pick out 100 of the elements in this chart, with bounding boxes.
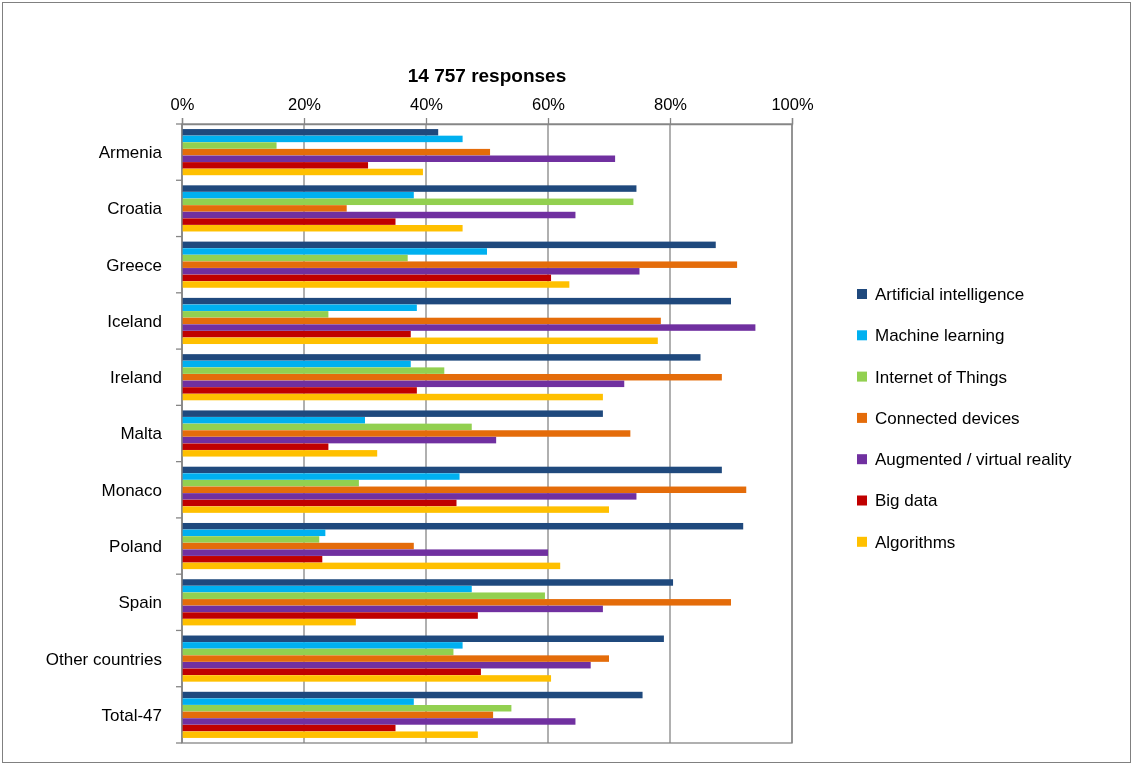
bar xyxy=(182,330,411,338)
y-tick-label: Armenia xyxy=(98,143,163,163)
x-tick-label: 20% xyxy=(287,95,322,113)
legend-label: Internet of Things xyxy=(875,367,1007,387)
bar xyxy=(182,466,722,474)
y-tick-label: Spain xyxy=(118,593,162,613)
bar xyxy=(182,450,378,457)
bar xyxy=(182,205,347,212)
bar xyxy=(182,724,396,732)
bar xyxy=(182,499,457,507)
bar xyxy=(182,268,640,275)
y-tick-label: Poland xyxy=(109,537,162,556)
bar xyxy=(182,556,323,563)
bar xyxy=(182,522,744,530)
bar xyxy=(182,360,411,368)
bar xyxy=(182,585,472,593)
bar xyxy=(182,635,664,642)
bar xyxy=(182,562,561,570)
bar xyxy=(182,211,576,219)
bar xyxy=(182,297,731,305)
bar xyxy=(182,655,609,662)
x-tick-label: 80% xyxy=(653,95,688,113)
bar xyxy=(182,373,722,381)
bar xyxy=(182,536,320,543)
x-tick-label: 60% xyxy=(531,95,566,113)
bar xyxy=(182,691,643,699)
y-tick-label: Iceland xyxy=(107,311,162,331)
y-tick-label: Malta xyxy=(120,424,163,444)
y-tick-label: Ireland xyxy=(110,368,162,388)
bar xyxy=(182,281,570,288)
bar xyxy=(182,675,552,682)
bar xyxy=(182,142,277,149)
bar xyxy=(182,430,631,437)
bar xyxy=(182,198,634,206)
bar xyxy=(182,311,329,318)
bar xyxy=(182,731,478,738)
bar xyxy=(182,661,591,669)
bar xyxy=(182,711,494,719)
bar xyxy=(182,254,408,262)
bar xyxy=(182,436,497,444)
bar xyxy=(182,337,658,345)
bar xyxy=(182,354,701,361)
bar xyxy=(182,443,329,450)
bar xyxy=(182,367,445,374)
y-tick-label: Other countries xyxy=(45,649,162,669)
bar xyxy=(182,155,616,162)
bar xyxy=(182,705,512,712)
legend-label: Algorithms xyxy=(875,532,956,552)
y-tick-label: Monaco xyxy=(101,480,162,500)
bar xyxy=(182,698,414,705)
y-tick-label: Greece xyxy=(106,255,162,275)
bar xyxy=(182,417,365,424)
legend-label: Artificial intelligence xyxy=(875,284,1025,304)
bar xyxy=(182,718,576,725)
bar xyxy=(182,218,396,225)
x-tick-label: 0% xyxy=(170,95,195,113)
x-tick-label: 100% xyxy=(771,95,814,113)
bar xyxy=(182,185,637,192)
bar xyxy=(182,612,478,619)
bar xyxy=(182,642,463,649)
bar xyxy=(182,324,756,331)
y-tick-label: Croatia xyxy=(107,199,163,219)
bar xyxy=(182,410,603,417)
bar xyxy=(182,148,491,156)
x-tick-label: 40% xyxy=(409,95,444,113)
bar xyxy=(182,648,454,656)
bar xyxy=(182,261,738,268)
legend-label: Machine learning xyxy=(875,326,1005,346)
bar xyxy=(182,304,417,311)
bar xyxy=(182,248,487,255)
bar xyxy=(182,506,609,513)
bar xyxy=(182,618,356,626)
bar xyxy=(182,387,417,394)
bar xyxy=(182,529,326,537)
bar xyxy=(182,599,731,606)
bar xyxy=(182,393,603,401)
bar xyxy=(182,129,439,136)
bar xyxy=(182,542,414,550)
bar xyxy=(182,605,603,613)
bar xyxy=(182,191,414,199)
bar xyxy=(182,423,472,431)
legend-label: Big data xyxy=(875,491,938,511)
bar xyxy=(182,241,716,249)
bar xyxy=(182,493,637,500)
bar xyxy=(182,380,625,388)
chart-title: 14 757 responses xyxy=(407,65,567,86)
legend-label: Augmented / virtual reality xyxy=(875,450,1073,470)
bar xyxy=(182,549,548,556)
bar xyxy=(182,135,463,143)
legend-label: Connected devices xyxy=(875,408,1020,428)
bar xyxy=(182,473,460,480)
y-tick-label: Total-47 xyxy=(101,705,162,725)
bar xyxy=(182,486,747,494)
bar xyxy=(182,317,661,325)
bar xyxy=(182,274,552,282)
bar xyxy=(182,668,481,676)
bar xyxy=(182,579,674,586)
bar xyxy=(182,162,369,169)
bar xyxy=(182,225,463,232)
bar xyxy=(182,479,359,487)
